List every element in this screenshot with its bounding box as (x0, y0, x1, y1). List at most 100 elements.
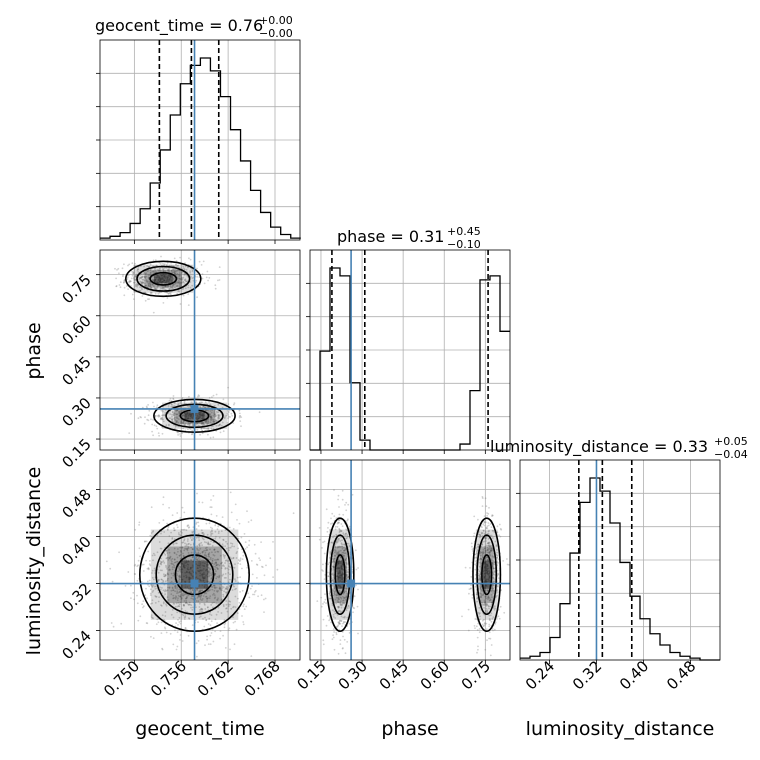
hist-panel-phase (306, 249, 511, 454)
scatter-point (160, 417, 163, 420)
scatter-point (471, 597, 474, 599)
scatter-point (177, 264, 180, 267)
scatter-point (131, 270, 134, 273)
scatter-point (228, 549, 230, 552)
scatter-point (170, 577, 173, 579)
scatter-point (482, 568, 485, 571)
scatter-point (184, 415, 187, 418)
scatter-point (333, 557, 336, 560)
scatter-point (482, 551, 485, 554)
scatter-point (214, 573, 217, 575)
scatter-point (178, 574, 181, 577)
scatter-point (485, 567, 487, 569)
scatter-point (221, 574, 224, 577)
scatter-point (341, 631, 344, 633)
scatter-point (486, 525, 489, 528)
scatter-point (479, 615, 481, 618)
scatter-point (224, 559, 227, 562)
scatter-point (336, 567, 339, 570)
scatter-point (345, 609, 348, 612)
scatter-point (484, 572, 486, 575)
scatter-point (166, 528, 169, 530)
scatter-point (483, 576, 485, 579)
scatter-point (186, 568, 189, 570)
scatter-point (218, 530, 220, 533)
scatter-point (480, 595, 482, 598)
scatter-point (338, 545, 341, 548)
ytick-label-luminosity-distance: 0.40 (58, 533, 94, 569)
scatter-point (171, 415, 173, 418)
scatter-point (182, 594, 184, 596)
scatter-point (340, 576, 343, 579)
scatter-point (486, 514, 488, 517)
scatter-point (123, 281, 125, 284)
scatter-point (346, 519, 349, 522)
scatter-point (486, 527, 489, 529)
scatter-point (483, 515, 486, 517)
scatter-point (338, 606, 341, 608)
scatter-point (201, 589, 204, 592)
scatter-point (152, 589, 155, 592)
scatter-point (185, 560, 187, 563)
scatter-point (342, 532, 345, 535)
scatter-point (337, 577, 340, 580)
scatter-point (225, 547, 228, 550)
scatter-point (487, 542, 490, 544)
scatter-point (189, 286, 192, 289)
scatter-point (158, 291, 161, 294)
scatter-point (337, 545, 339, 548)
scatter-point (173, 552, 176, 554)
scatter-point (339, 545, 342, 548)
scatter-point (183, 272, 186, 275)
scatter-point (179, 575, 182, 578)
scatter-point (256, 564, 259, 566)
scatter-point (337, 566, 339, 569)
scatter-point (155, 585, 157, 588)
scatter-point (139, 276, 142, 279)
scatter-point (222, 539, 225, 541)
scatter-point (172, 589, 174, 592)
scatter-point (488, 576, 491, 578)
scatter-point (211, 529, 213, 532)
scatter-point (341, 498, 344, 501)
scatter-point (167, 405, 170, 407)
scatter-point (213, 421, 215, 423)
scatter-point (146, 280, 149, 282)
scatter-point (186, 595, 188, 598)
scatter-point (485, 569, 488, 572)
scatter-point (340, 603, 342, 605)
scatter-point (202, 576, 205, 579)
scatter-point (164, 590, 166, 593)
scatter-point (212, 640, 215, 643)
scatter-point (191, 269, 194, 271)
hist-step (520, 477, 720, 661)
scatter-point (202, 550, 204, 553)
scatter-point (188, 601, 191, 604)
scatter-point (205, 619, 208, 621)
scatter-point (343, 558, 346, 561)
scatter-point (488, 552, 490, 554)
scatter-point (481, 558, 483, 561)
scatter-point (342, 599, 345, 602)
scatter-point (183, 604, 186, 607)
scatter-point (206, 570, 209, 573)
scatter-point (217, 597, 219, 600)
scatter-point (213, 416, 216, 418)
scatter-point (197, 570, 200, 573)
scatter-point (318, 527, 321, 529)
scatter-point (490, 549, 493, 551)
scatter-point (221, 565, 224, 567)
scatter-point (342, 551, 345, 554)
scatter-point (234, 580, 237, 582)
scatter-point (159, 277, 162, 280)
scatter-point (180, 598, 183, 600)
scatter-point (144, 299, 147, 302)
scatter-point (493, 570, 496, 572)
scatter-point (199, 412, 201, 415)
scatter-point (226, 412, 229, 415)
scatter-point (340, 549, 342, 552)
scatter-point (336, 625, 339, 628)
scatter-point (196, 428, 199, 431)
scatter-point (163, 575, 166, 578)
scatter-point (345, 509, 348, 512)
